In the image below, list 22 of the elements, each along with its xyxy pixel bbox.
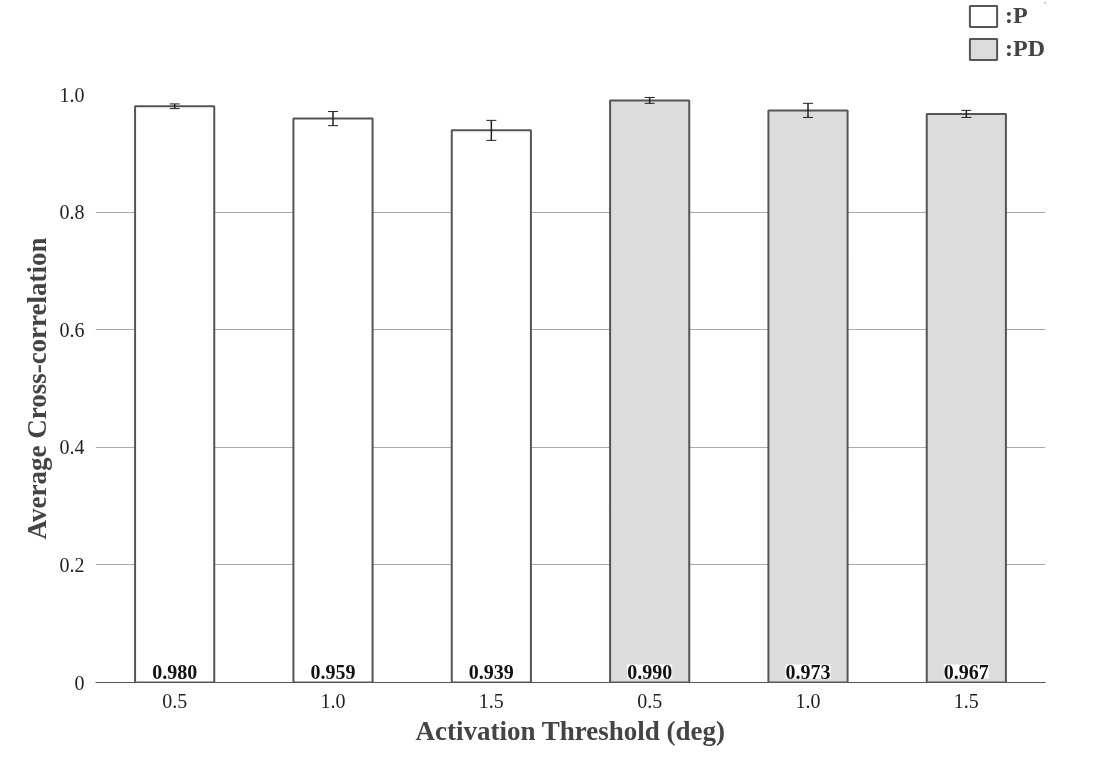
y-tick-label: 0.2 bbox=[59, 553, 85, 576]
y-tick-label: 0.6 bbox=[59, 318, 85, 341]
y-tick-label: 1.0 bbox=[59, 83, 85, 106]
x-tick-label: 1.5 bbox=[478, 689, 504, 712]
y-axis-title: Average Cross-correlation bbox=[21, 237, 52, 540]
x-tick-label: 0.5 bbox=[637, 689, 663, 712]
data-label: 0.990 bbox=[627, 660, 673, 683]
legend-label: :PD bbox=[1005, 35, 1045, 62]
legend-label: :P bbox=[1005, 2, 1028, 29]
data-label: 0.980 bbox=[152, 660, 198, 683]
y-tick-label: 0.4 bbox=[59, 436, 85, 459]
x-axis-title: Activation Threshold (deg) bbox=[415, 715, 726, 746]
y-tick-label: 0 bbox=[74, 671, 85, 694]
data-label: 0.959 bbox=[310, 660, 356, 683]
x-tick-label: 1.0 bbox=[795, 689, 821, 712]
data-label: 0.973 bbox=[785, 660, 831, 683]
x-tick-label: 1.0 bbox=[320, 689, 346, 712]
y-tick-label: 0.8 bbox=[59, 201, 85, 224]
data-label: 0.939 bbox=[468, 660, 514, 683]
x-tick-label: 1.5 bbox=[953, 689, 979, 712]
data-label: 0.967 bbox=[943, 660, 989, 683]
x-tick-label: 0.5 bbox=[162, 689, 188, 712]
